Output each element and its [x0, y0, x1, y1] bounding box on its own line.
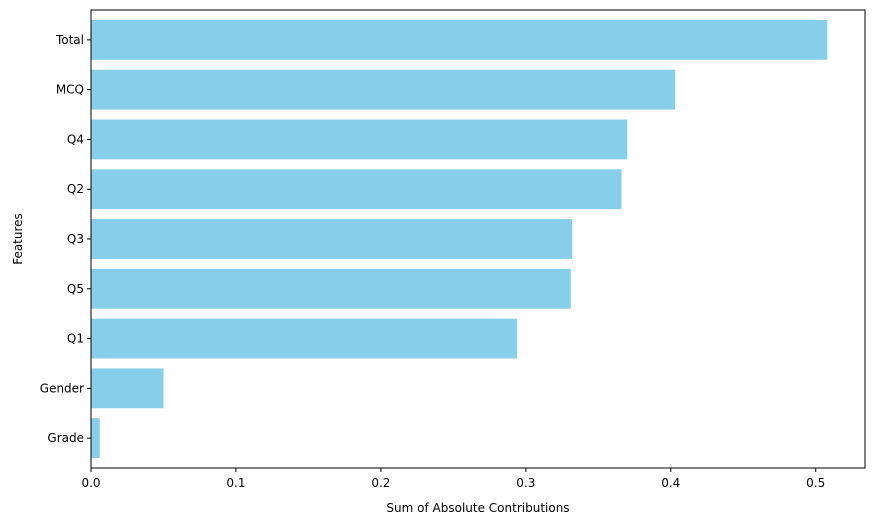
- x-tick-label: 0.3: [516, 476, 535, 490]
- bar-q3: [91, 219, 573, 259]
- y-axis-ticks: Total MCQ Q4 Q2 Q3 Q5 Q1 Gender Grade: [40, 33, 91, 445]
- bar-q1: [91, 318, 518, 359]
- y-tick-label: Total: [55, 33, 84, 47]
- bar-q4: [91, 119, 628, 160]
- plot-frame: [90, 9, 866, 469]
- bar-grade: [91, 418, 100, 459]
- y-tick-label: Q3: [67, 232, 84, 246]
- bar-q5: [91, 268, 571, 309]
- x-tick-label: 0.0: [81, 476, 100, 490]
- y-tick-label: Q1: [67, 332, 84, 346]
- x-tick-label: 0.5: [806, 476, 825, 490]
- bar-mcq: [91, 69, 676, 110]
- y-tick-label: Grade: [47, 431, 84, 445]
- x-tick-label: 0.1: [226, 476, 245, 490]
- bar-q2: [91, 169, 622, 210]
- y-tick-label: Q2: [67, 182, 84, 196]
- y-tick-label: Q4: [67, 132, 84, 146]
- bar-gender: [91, 368, 164, 409]
- y-tick-label: MCQ: [56, 83, 84, 97]
- y-tick-label: Gender: [40, 381, 84, 395]
- bars-group: [91, 19, 828, 459]
- x-tick-label: 0.2: [371, 476, 390, 490]
- x-axis-label: Sum of Absolute Contributions: [386, 501, 569, 515]
- x-axis-ticks: 0.0 0.1 0.2 0.3 0.4 0.5: [81, 468, 825, 490]
- y-tick-label: Q5: [67, 282, 84, 296]
- bar-total: [91, 19, 828, 60]
- y-axis-label: Features: [11, 213, 25, 265]
- x-tick-label: 0.4: [661, 476, 680, 490]
